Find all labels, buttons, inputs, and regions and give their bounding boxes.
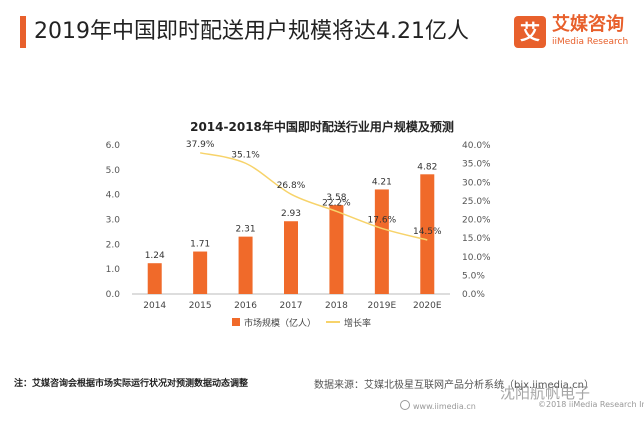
bar-value-label: 4.82 <box>417 162 437 172</box>
legend-bar-swatch <box>232 318 240 326</box>
bar-value-label: 2.31 <box>236 225 256 235</box>
y2-tick-label: 20.0% <box>462 216 491 226</box>
growth-rate-line <box>199 152 428 241</box>
growth-rate-label: 22.2% <box>322 198 351 208</box>
growth-rate-label: 14.5% <box>413 227 442 237</box>
logo-name-en: iiMedia Research <box>552 37 629 47</box>
bar <box>193 251 208 294</box>
legend-bar-label: 市场规模（亿人） <box>244 317 316 329</box>
y2-tick-label: 10.0% <box>462 253 491 263</box>
bar-value-label: 1.71 <box>190 240 210 250</box>
footer-url-text: www.iimedia.cn <box>413 402 476 411</box>
x-tick-label: 2017 <box>280 301 303 311</box>
footer-url: www.iimedia.cn <box>400 400 476 411</box>
bar <box>238 236 253 294</box>
x-tick-label: 2016 <box>234 301 257 311</box>
logo-mark-icon: 艾 <box>514 16 546 48</box>
y2-tick-label: 40.0% <box>462 141 491 151</box>
bar-value-label: 4.21 <box>372 177 392 187</box>
bar <box>284 221 298 294</box>
y2-tick-label: 15.0% <box>462 234 491 244</box>
x-tick-label: 2015 <box>189 301 212 311</box>
bar-value-label: 1.24 <box>145 251 165 261</box>
copyright: ©2018 iiMedia Research Inc <box>538 400 644 409</box>
y-tick-label: 0.0 <box>106 290 121 300</box>
logo-name-cn: 艾媒咨询 <box>552 14 624 35</box>
bar-value-label: 2.93 <box>281 209 301 219</box>
growth-rate-label: 26.8% <box>277 181 306 191</box>
legend-line-label: 增长率 <box>344 317 371 329</box>
bar-value-label: 3.58 <box>326 193 346 203</box>
y-tick-label: 2.0 <box>106 240 121 250</box>
y-tick-label: 3.0 <box>106 216 121 226</box>
watermark: 沈阳航帆电子 <box>500 384 591 402</box>
y-tick-label: 1.0 <box>106 265 121 275</box>
footnote: 注：艾媒咨询会根据市场实际运行状况对预测数据动态调整 <box>14 379 249 389</box>
chart-title: 2014-2018年中国即时配送行业用户规模及预测 <box>190 120 454 134</box>
x-tick-label: 2020E <box>413 301 442 311</box>
x-tick-label: 2018 <box>325 301 348 311</box>
bar <box>147 263 162 294</box>
y-tick-label: 4.0 <box>106 191 121 201</box>
growth-rate-label: 17.6% <box>368 215 397 225</box>
x-tick-label: 2019E <box>368 301 397 311</box>
globe-icon <box>400 400 410 410</box>
growth-rate-label: 37.9% <box>186 140 215 150</box>
y2-tick-label: 0.0% <box>462 290 485 300</box>
bar <box>329 205 344 294</box>
y2-tick-label: 30.0% <box>462 178 491 188</box>
data-source: 数据来源：艾媒北极星互联网产品分析系统（bjx.iimedia.cn） <box>314 380 594 391</box>
bar <box>420 174 435 294</box>
y2-tick-label: 5.0% <box>462 271 485 281</box>
page-title: 2019年中国即时配送用户规模将达4.21亿人 <box>34 19 469 44</box>
y-tick-label: 5.0 <box>106 166 121 176</box>
y2-tick-label: 25.0% <box>462 197 491 207</box>
iimedia-logo: 艾 艾媒咨询 iiMedia Research <box>514 14 634 54</box>
title-accent-bar <box>20 16 26 48</box>
x-tick-label: 2014 <box>143 301 166 311</box>
bar <box>374 189 389 294</box>
growth-rate-label: 35.1% <box>231 150 260 160</box>
y-tick-label: 6.0 <box>106 141 121 151</box>
y2-tick-label: 35.0% <box>462 160 491 170</box>
